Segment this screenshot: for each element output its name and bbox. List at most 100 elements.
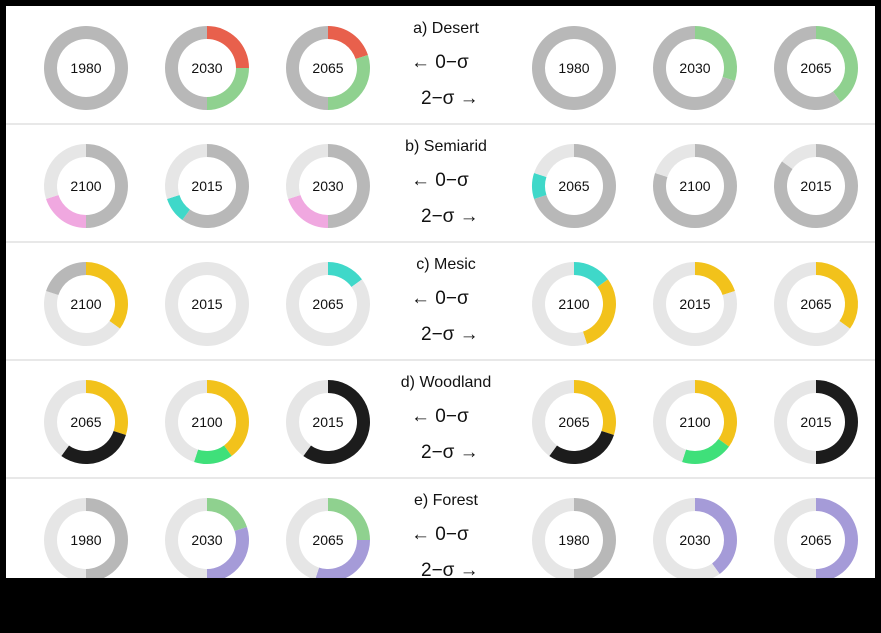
- right-donut-3-slice-1: [773, 26, 841, 111]
- left-arrow-label: ← 0−σ: [411, 170, 469, 191]
- left-donut-2: 2030: [165, 498, 249, 578]
- right-donut-1-slice-1: [531, 173, 547, 199]
- right-donut-3: 2015: [774, 380, 858, 464]
- left-arrow-label: ← 0−σ: [411, 52, 469, 73]
- left-donut-2-slice-0: [207, 498, 247, 532]
- right-donut-3-label: 2065: [800, 532, 831, 548]
- panel-title: a) Desert: [413, 20, 479, 37]
- left-donut-3-slice-1: [315, 540, 370, 578]
- left-donut-1: 1980: [43, 26, 128, 110]
- right-donut-1-slice-0: [574, 498, 616, 578]
- right-donut-3-slice-0: [816, 498, 858, 578]
- left-donut-3: 2065: [285, 262, 370, 346]
- right-donut-2-slice-1: [682, 439, 729, 464]
- left-donut-3: 2015: [286, 380, 371, 465]
- left-donut-1-slice-0: [86, 380, 128, 435]
- right-donut-3-slice-1: [774, 262, 850, 346]
- left-donut-2: 2100: [165, 380, 249, 464]
- right-arrow-label: 2−σ →: [421, 206, 479, 227]
- right-donut-1: 2065: [531, 144, 616, 228]
- left-donut-3-slice-1: [285, 262, 370, 346]
- donut-figure: a) Desert 1980 2030 2065 1980 2030 2065 ← 0−σ 2−…: [6, 6, 875, 578]
- left-donut-2-slice-1: [167, 194, 190, 220]
- right-arrow-label: 2−σ →: [421, 324, 479, 345]
- panel-title: c) Mesic: [416, 256, 476, 273]
- left-donut-2-slice-1: [194, 445, 232, 464]
- panel-title: b) Semiarid: [405, 138, 487, 155]
- right-donut-2-slice-0: [695, 498, 737, 574]
- left-donut-3-slice-0: [303, 380, 371, 465]
- right-donut-2-label: 2100: [679, 414, 710, 430]
- left-donut-1-slice-1: [44, 498, 86, 578]
- left-donut-2-label: 2015: [191, 296, 222, 312]
- right-donut-1: 1980: [531, 26, 616, 110]
- right-donut-1-slice-1: [549, 430, 614, 464]
- left-donut-2-slice-0: [207, 380, 249, 456]
- left-donut-3: 2065: [286, 498, 370, 578]
- left-donut-2: 2030: [165, 26, 249, 110]
- left-donut-3-slice-1: [288, 194, 328, 228]
- left-donut-1-slice-0: [43, 26, 128, 110]
- right-donut-3-slice-1: [774, 380, 816, 464]
- right-donut-2-label: 2015: [679, 296, 710, 312]
- right-arrow-label: 2−σ →: [421, 560, 479, 578]
- right-donut-1-label: 1980: [558, 60, 589, 76]
- left-donut-1-slice-0: [86, 144, 128, 228]
- right-donut-2-slice-0: [695, 262, 735, 296]
- left-arrow-label: ← 0−σ: [411, 406, 469, 427]
- left-donut-1-label: 1980: [70, 532, 101, 548]
- left-donut-3-slice-1: [328, 55, 370, 110]
- left-donut-2-label: 2030: [191, 60, 222, 76]
- left-donut-1-label: 2100: [70, 178, 101, 194]
- panel-5: e) Forest 1980 2030 2065 1980 2030 2065 ← 0−σ 2−…: [6, 477, 875, 578]
- left-donut-3-slice-0: [328, 498, 370, 540]
- left-donut-3-label: 2065: [312, 60, 343, 76]
- right-donut-2-slice-1: [653, 498, 720, 578]
- right-donut-1-label: 2100: [558, 296, 589, 312]
- left-donut-3-label: 2065: [312, 296, 343, 312]
- right-donut-1-slice-0: [574, 262, 608, 287]
- left-donut-1-slice-0: [86, 262, 128, 329]
- right-donut-3: 2065: [773, 26, 858, 111]
- right-donut-2-slice-1: [653, 26, 735, 110]
- right-donut-2-slice-0: [695, 26, 737, 81]
- left-donut-3-slice-2: [286, 144, 328, 199]
- right-donut-3-slice-0: [816, 380, 858, 464]
- panel-3: c) Mesic 2100 2015 2065 2100 2015 2065 ← 0−σ 2−σ…: [6, 241, 875, 347]
- left-arrow-label: ← 0−σ: [411, 288, 469, 309]
- panel-2: b) Semiarid 2100 2015 2030 2065 2100 2015 ← 0−σ…: [6, 123, 875, 229]
- left-donut-3-label: 2065: [312, 532, 343, 548]
- left-donut-1-slice-2: [44, 380, 86, 456]
- right-donut-2-slice-0: [652, 144, 737, 229]
- left-donut-1-slice-1: [61, 430, 126, 464]
- right-donut-3-slice-0: [816, 262, 858, 329]
- right-donut-2-slice-1: [653, 262, 738, 347]
- left-donut-1-label: 2065: [70, 414, 101, 430]
- left-donut-3-label: 2015: [312, 414, 343, 430]
- right-donut-1-label: 1980: [558, 532, 589, 548]
- left-donut-3-slice-1: [286, 380, 328, 456]
- left-donut-1-slice-2: [46, 262, 86, 296]
- left-donut-3-slice-2: [286, 498, 328, 578]
- left-donut-1-slice-0: [86, 498, 128, 578]
- black-footer: [0, 578, 881, 633]
- left-donut-1: 1980: [44, 498, 128, 578]
- left-donut-2-slice-2: [165, 144, 207, 199]
- left-donut-3-label: 2030: [312, 178, 343, 194]
- left-donut-2-slice-2: [165, 26, 207, 110]
- left-donut-3-slice-2: [286, 26, 328, 110]
- left-arrow-label: ← 0−σ: [411, 524, 469, 545]
- right-donut-1-slice-0: [574, 380, 616, 435]
- right-donut-3-label: 2065: [800, 60, 831, 76]
- left-donut-3-slice-0: [328, 26, 368, 60]
- right-donut-2: 2100: [652, 144, 737, 229]
- right-donut-2-label: 2030: [679, 532, 710, 548]
- left-donut-2-slice-0: [182, 144, 249, 228]
- right-donut-2: 2100: [653, 380, 737, 464]
- right-donut-2-slice-1: [655, 144, 695, 178]
- chart-canvas: a) Desert 1980 2030 2065 1980 2030 2065 ← 0−σ 2−…: [6, 20, 875, 578]
- left-donut-3: 2030: [286, 144, 370, 228]
- left-donut-1-slice-2: [43, 144, 86, 199]
- left-donut-1: 2100: [43, 262, 128, 347]
- right-donut-3-slice-0: [774, 144, 858, 228]
